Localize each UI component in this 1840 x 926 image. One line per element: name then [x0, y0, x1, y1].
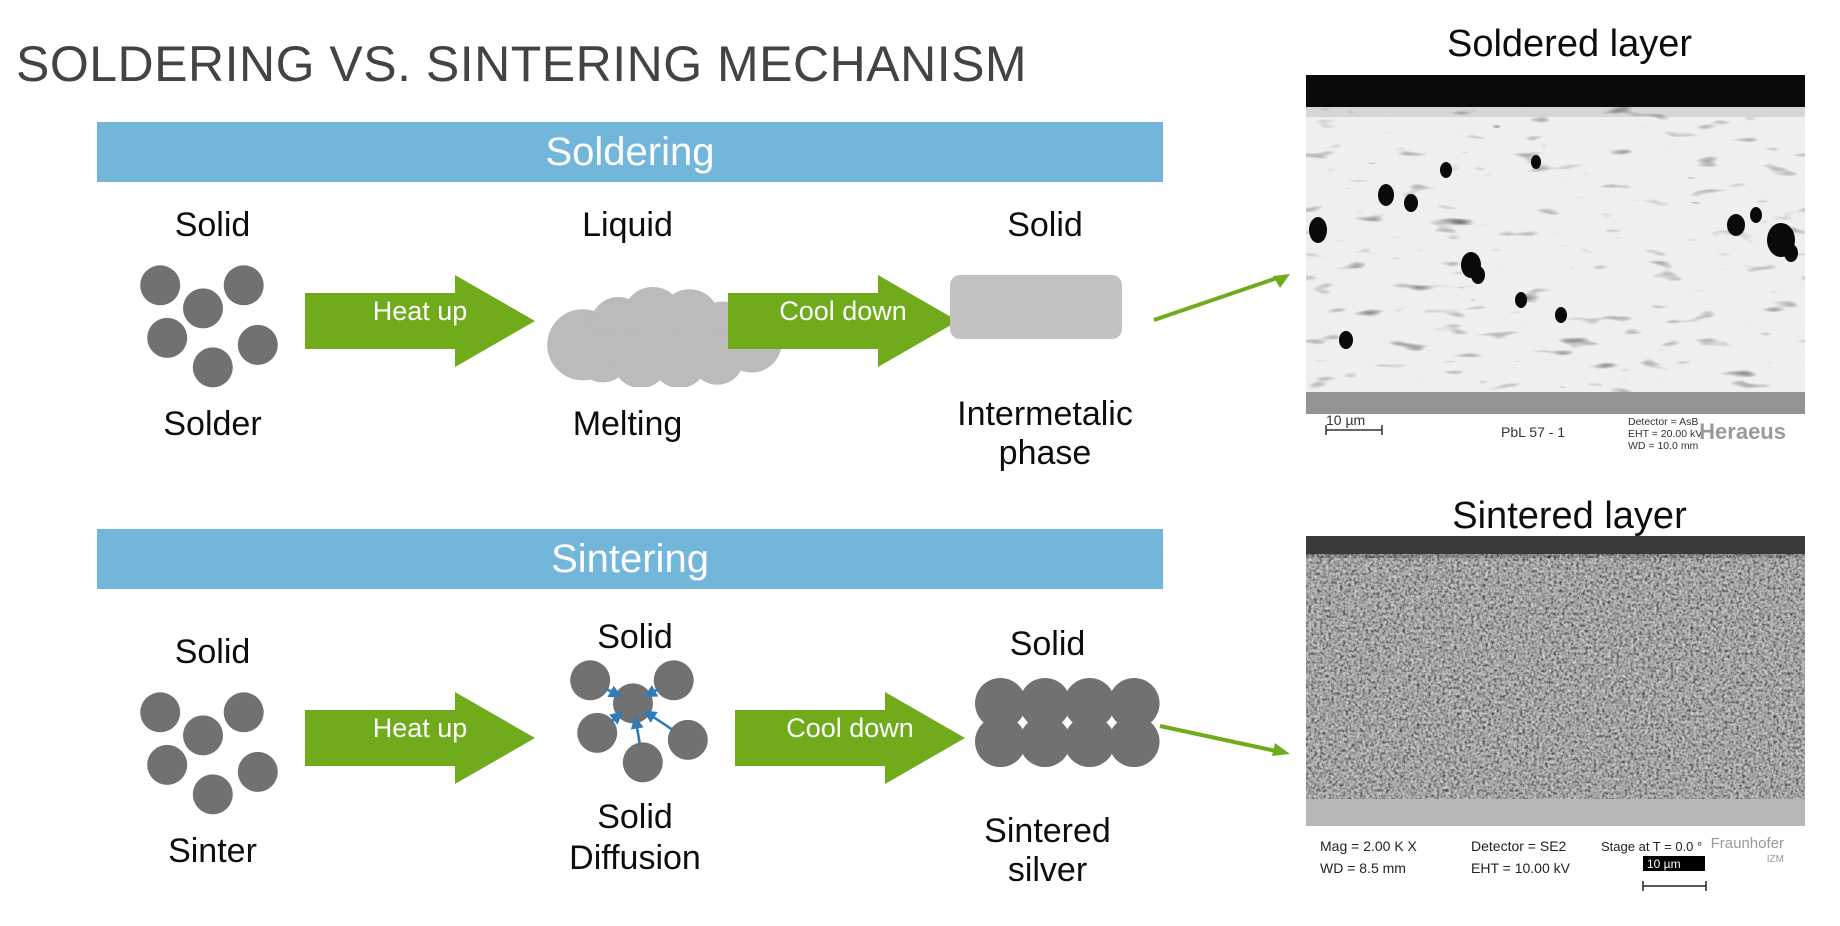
svg-text:IZM: IZM [1767, 854, 1784, 865]
svg-text:Detector = SE2: Detector = SE2 [1471, 838, 1567, 854]
svg-text:Heraeus: Heraeus [1699, 419, 1786, 444]
svg-text:10 µm: 10 µm [1326, 412, 1365, 428]
svg-text:Detector = AsB: Detector = AsB [1628, 416, 1698, 428]
svg-text:WD = 10.0 mm: WD = 10.0 mm [1628, 440, 1699, 450]
svg-text:PbL 57 - 1: PbL 57 - 1 [1501, 424, 1565, 440]
svg-text:EHT = 10.00 kV: EHT = 10.00 kV [1471, 860, 1571, 876]
svg-text:WD = 8.5 mm: WD = 8.5 mm [1320, 860, 1406, 876]
svg-text:EHT = 20.00 kV: EHT = 20.00 kV [1628, 428, 1702, 440]
svg-text:10 µm: 10 µm [1647, 857, 1681, 871]
svg-text:Stage at T = 0.0 °: Stage at T = 0.0 ° [1601, 839, 1702, 854]
svg-text:Fraunhofer: Fraunhofer [1711, 835, 1784, 852]
svg-text:Mag = 2.00 K X: Mag = 2.00 K X [1320, 838, 1418, 854]
